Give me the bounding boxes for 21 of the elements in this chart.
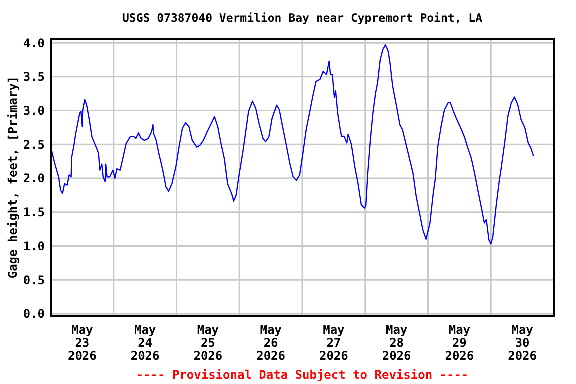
x-tick-label: May 25 2026 bbox=[194, 323, 223, 363]
x-tick-label: May 29 2026 bbox=[445, 323, 474, 363]
y-tick-label: 2.0 bbox=[23, 172, 45, 186]
x-tick-label: May 30 2026 bbox=[508, 323, 538, 363]
x-tick-label: May 26 2026 bbox=[256, 323, 286, 363]
y-tick-label: 3.0 bbox=[23, 104, 45, 118]
y-tick-label: 1.0 bbox=[23, 239, 45, 254]
y-tick-label: 2.5 bbox=[23, 138, 45, 152]
chart-title: USGS 07387040 Vermilion Bay near Cypremort Point, LA bbox=[122, 11, 483, 25]
y-tick-label: 3.5 bbox=[23, 70, 45, 84]
y-axis-title: Gage height, feet, [Primary] bbox=[6, 76, 20, 279]
y-tick-label: 0.0 bbox=[23, 307, 45, 322]
y-tick-label: 4.0 bbox=[23, 36, 45, 50]
x-tick-label: May 23 2026 bbox=[68, 323, 97, 363]
text: ---- Provisional Data Subject to Revision ---- bbox=[136, 368, 469, 382]
x-tick-label: May 27 2026 bbox=[319, 323, 348, 363]
y-tick-label: 1.5 bbox=[23, 206, 45, 220]
x-tick-label: May 28 2026 bbox=[382, 323, 412, 363]
x-tick-label: May 24 2026 bbox=[130, 323, 160, 363]
y-tick-label: 0.5 bbox=[23, 273, 45, 288]
line-series bbox=[51, 44, 534, 245]
